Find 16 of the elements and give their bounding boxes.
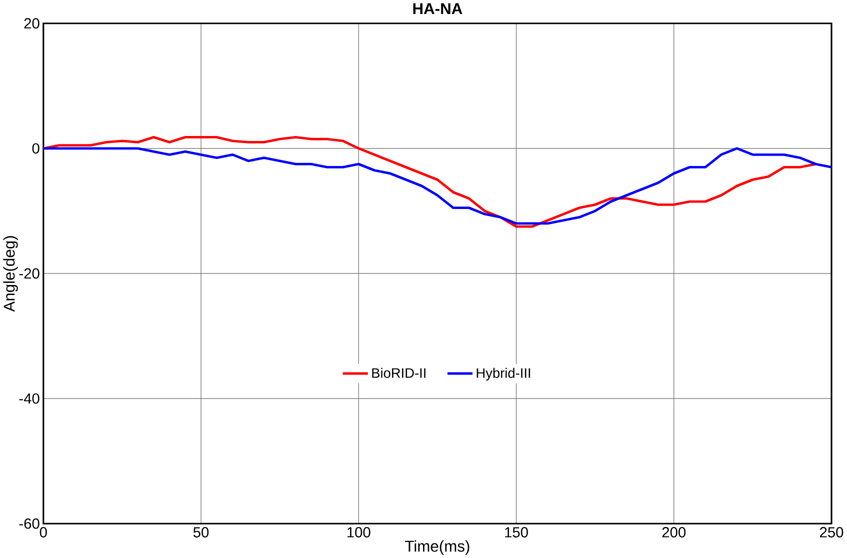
- y-axis-title: Angle(deg): [3, 236, 18, 312]
- legend-label: BioRID-II: [372, 368, 426, 378]
- x-tick-label: 250: [820, 527, 844, 538]
- y-tick-label: -20: [19, 268, 40, 279]
- x-tick-label: 200: [662, 527, 686, 538]
- chart-title: HA-NA: [413, 3, 462, 14]
- x-tick-label: 50: [193, 527, 209, 538]
- y-tick-label: 20: [24, 18, 40, 29]
- x-axis-title: Time(ms): [405, 540, 470, 555]
- x-tick-label: 100: [348, 527, 370, 538]
- legend-label: Hybrid-III: [476, 368, 530, 381]
- y-tick-label: -40: [19, 393, 40, 404]
- y-tick-label: -60: [19, 518, 40, 529]
- x-tick-label: 150: [505, 527, 528, 538]
- y-tick-label: 0: [32, 143, 40, 154]
- x-tick-label: 0: [40, 527, 47, 538]
